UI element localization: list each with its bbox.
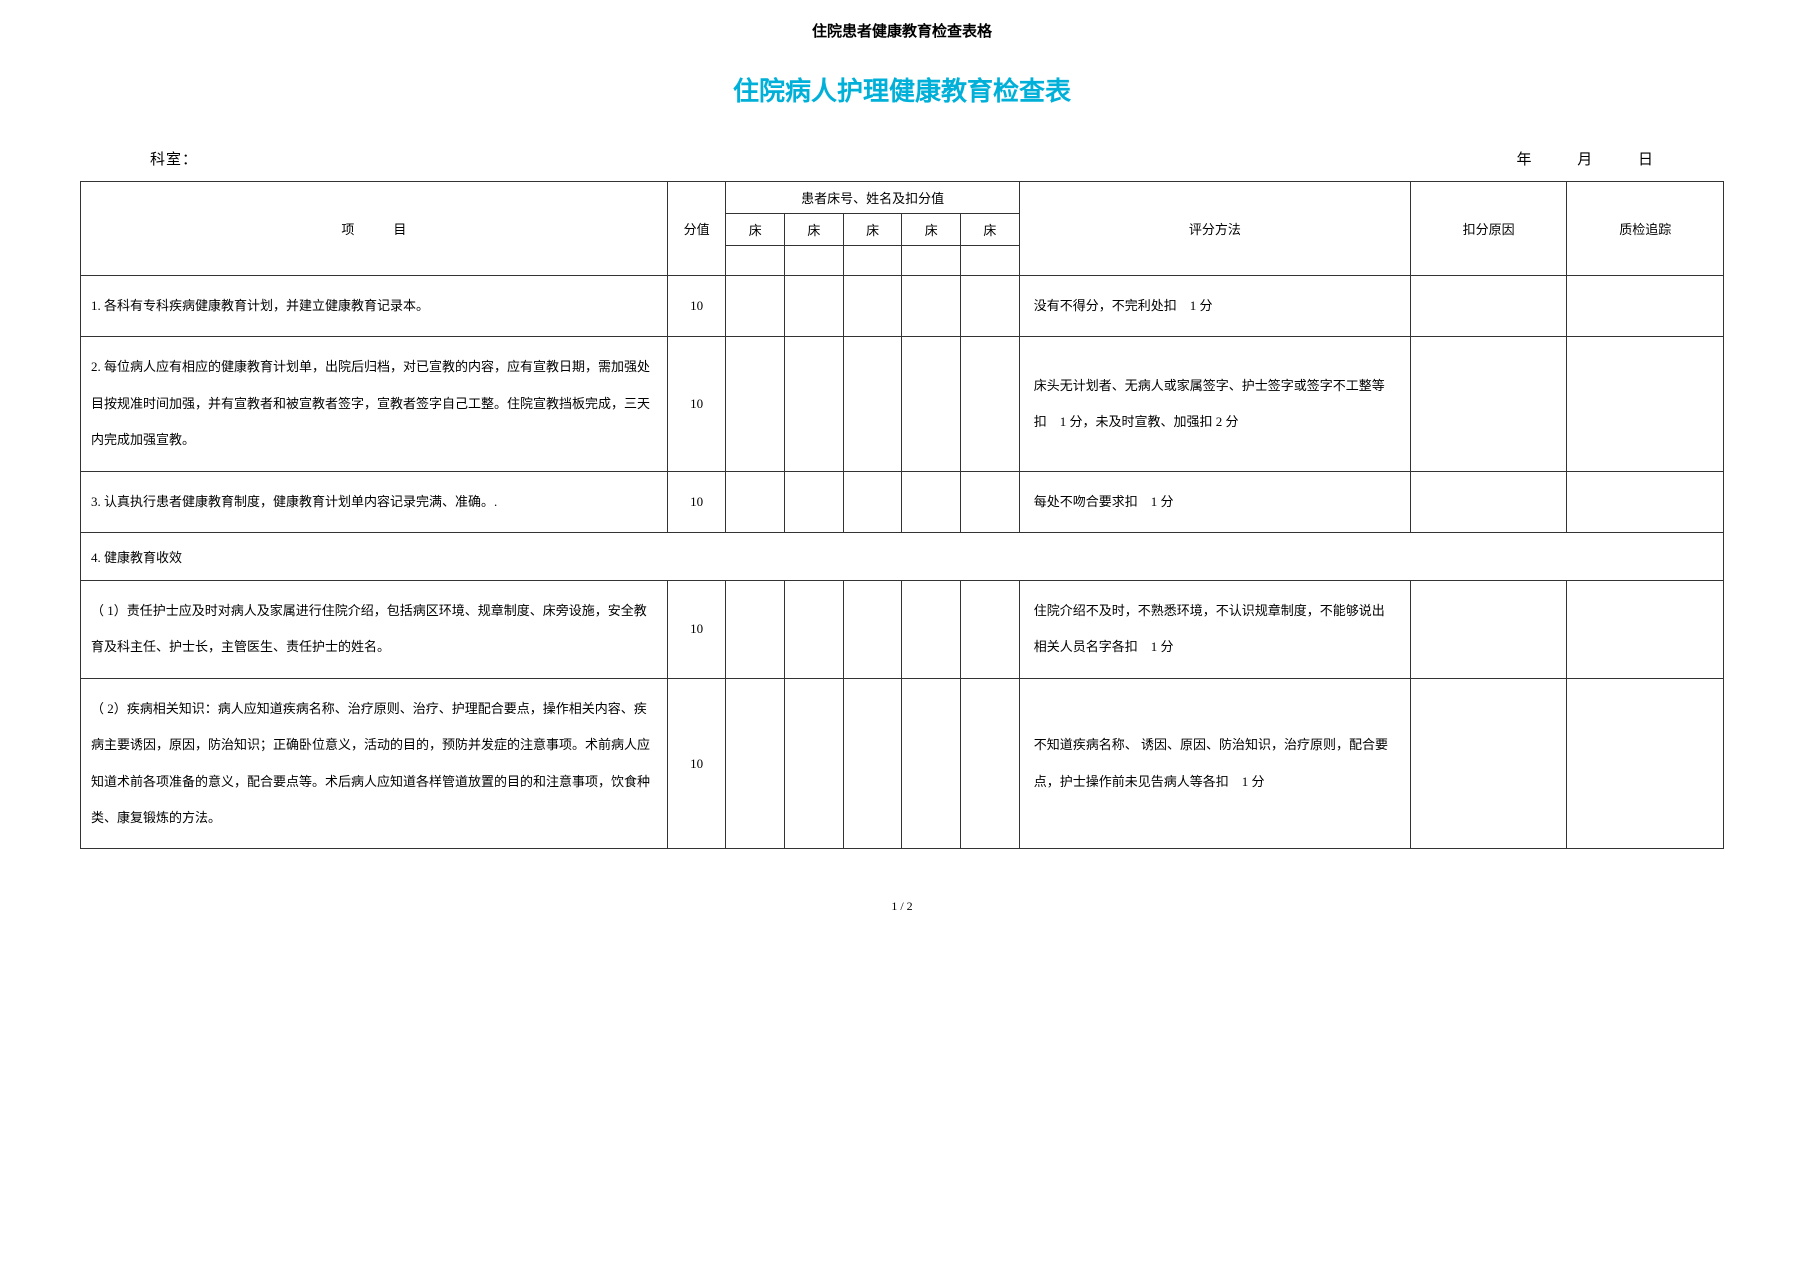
dept-label: 科室： <box>150 148 198 169</box>
meta-row: 科室： 年 月 日 <box>80 148 1724 169</box>
month-label: 月 <box>1577 152 1593 168</box>
score-cell: 10 <box>667 580 726 678</box>
bed-sub-3 <box>843 246 902 276</box>
reason-cell <box>1410 337 1566 471</box>
header-method: 评分方法 <box>1019 182 1410 276</box>
bed-cell <box>843 678 902 849</box>
bed-cell <box>843 276 902 337</box>
bed-cell <box>961 471 1020 532</box>
method-cell: 住院介绍不及时，不熟悉环境，不认识规章制度，不能够说出相关人员名字各扣 1 分 <box>1019 580 1410 678</box>
item-cell: （ 2）疾病相关知识：病人应知道疾病名称、治疗原则、治疗、护理配合要点，操作相关… <box>81 678 668 849</box>
header-reason: 扣分原因 <box>1410 182 1566 276</box>
page-number: 1 / 2 <box>80 899 1724 914</box>
score-cell: 10 <box>667 276 726 337</box>
item-cell: 2. 每位病人应有相应的健康教育计划单，出院后归档，对已宣教的内容，应有宣教日期… <box>81 337 668 471</box>
header-bed-4: 床 <box>902 214 961 246</box>
header-track: 质检追踪 <box>1567 182 1724 276</box>
method-cell: 不知道疾病名称、 诱因、原因、防治知识，治疗原则，配合要点，护士操作前未见告病人… <box>1019 678 1410 849</box>
section-row: 4. 健康教育收效 <box>81 532 1724 580</box>
reason-cell <box>1410 580 1566 678</box>
bed-cell <box>961 678 1020 849</box>
bed-cell <box>961 276 1020 337</box>
header-bed-1: 床 <box>726 214 785 246</box>
table-row: 3. 认真执行患者健康教育制度，健康教育计划单内容记录完满、准确。. 10 每处… <box>81 471 1724 532</box>
table-row: 1. 各科有专科疾病健康教育计划，并建立健康教育记录本。 10 没有不得分，不完… <box>81 276 1724 337</box>
header-bed-2: 床 <box>785 214 844 246</box>
doc-header: 住院患者健康教育检查表格 <box>80 20 1724 41</box>
main-title: 住院病人护理健康教育检查表 <box>80 71 1724 108</box>
date-labels: 年 月 日 <box>1476 148 1654 169</box>
bed-cell <box>902 276 961 337</box>
section-4: 4. 健康教育收效 <box>81 532 1724 580</box>
item-cell: 3. 认真执行患者健康教育制度，健康教育计划单内容记录完满、准确。. <box>81 471 668 532</box>
header-score: 分值 <box>667 182 726 276</box>
bed-cell <box>902 580 961 678</box>
track-cell <box>1567 471 1724 532</box>
reason-cell <box>1410 678 1566 849</box>
header-bed-3: 床 <box>843 214 902 246</box>
track-cell <box>1567 580 1724 678</box>
bed-cell <box>843 337 902 471</box>
bed-cell <box>726 337 785 471</box>
table-row: （ 2）疾病相关知识：病人应知道疾病名称、治疗原则、治疗、护理配合要点，操作相关… <box>81 678 1724 849</box>
bed-cell <box>902 337 961 471</box>
score-cell: 10 <box>667 471 726 532</box>
track-cell <box>1567 337 1724 471</box>
reason-cell <box>1410 276 1566 337</box>
header-patient: 患者床号、姓名及扣分值 <box>726 182 1019 214</box>
bed-cell <box>785 678 844 849</box>
bed-cell <box>785 276 844 337</box>
day-label: 日 <box>1638 152 1654 168</box>
bed-cell <box>843 580 902 678</box>
bed-cell <box>726 471 785 532</box>
header-item: 项 目 <box>81 182 668 276</box>
item-cell: 1. 各科有专科疾病健康教育计划，并建立健康教育记录本。 <box>81 276 668 337</box>
checklist-table: 项 目 分值 患者床号、姓名及扣分值 评分方法 扣分原因 质检追踪 床 床 床 … <box>80 181 1724 849</box>
bed-cell <box>785 337 844 471</box>
method-cell: 床头无计划者、无病人或家属签字、护士签字或签字不工整等扣 1 分，未及时宣教、加… <box>1019 337 1410 471</box>
bed-sub-2 <box>785 246 844 276</box>
table-row: （ 1）责任护士应及时对病人及家属进行住院介绍，包括病区环境、规章制度、床旁设施… <box>81 580 1724 678</box>
bed-sub-1 <box>726 246 785 276</box>
reason-cell <box>1410 471 1566 532</box>
bed-cell <box>902 678 961 849</box>
year-label: 年 <box>1516 152 1532 168</box>
bed-cell <box>961 337 1020 471</box>
bed-cell <box>961 580 1020 678</box>
method-cell: 每处不吻合要求扣 1 分 <box>1019 471 1410 532</box>
bed-cell <box>902 471 961 532</box>
bed-cell <box>726 678 785 849</box>
method-cell: 没有不得分，不完利处扣 1 分 <box>1019 276 1410 337</box>
track-cell <box>1567 276 1724 337</box>
item-cell: （ 1）责任护士应及时对病人及家属进行住院介绍，包括病区环境、规章制度、床旁设施… <box>81 580 668 678</box>
bed-cell <box>785 580 844 678</box>
bed-cell <box>785 471 844 532</box>
track-cell <box>1567 678 1724 849</box>
score-cell: 10 <box>667 678 726 849</box>
header-bed-5: 床 <box>961 214 1020 246</box>
bed-sub-5 <box>961 246 1020 276</box>
bed-cell <box>726 276 785 337</box>
bed-sub-4 <box>902 246 961 276</box>
table-row: 2. 每位病人应有相应的健康教育计划单，出院后归档，对已宣教的内容，应有宣教日期… <box>81 337 1724 471</box>
bed-cell <box>843 471 902 532</box>
score-cell: 10 <box>667 337 726 471</box>
bed-cell <box>726 580 785 678</box>
